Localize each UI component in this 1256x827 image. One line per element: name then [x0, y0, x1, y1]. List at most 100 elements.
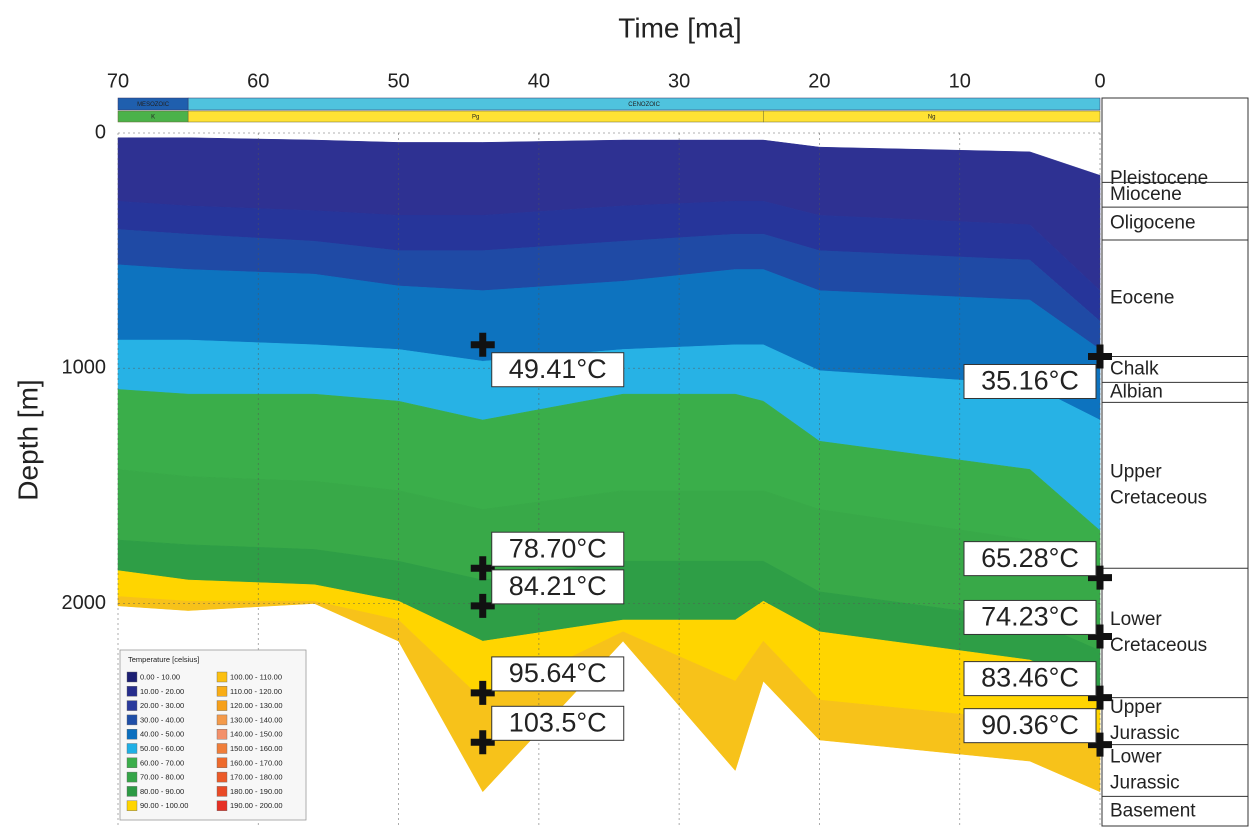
formation-label: Cretaceous: [1110, 635, 1207, 656]
y-tick-label: 2000: [62, 592, 107, 614]
legend-label: 100.00 - 110.00: [230, 672, 282, 681]
legend-title: Temperature [celsius]: [128, 655, 199, 664]
formation-label: Miocene: [1110, 184, 1182, 205]
annotation-label: 95.64°C: [509, 658, 607, 688]
cross: [1088, 344, 1112, 369]
legend-box: [119, 649, 307, 821]
legend-label: 180.00 - 190.00: [230, 787, 283, 796]
formation-label: Pleistocene: [1110, 168, 1208, 189]
legend-label: 110.00 - 120.00: [230, 687, 282, 696]
annotation-box: [963, 363, 1097, 399]
period-bar: [763, 110, 1101, 123]
legend-label: 80.00 - 90.00: [140, 787, 184, 796]
legend-swatch: [126, 671, 138, 683]
legend-swatch: [216, 729, 228, 740]
annotation-box: [491, 352, 625, 388]
cross: [470, 593, 495, 618]
x-tick-label: 20: [808, 70, 830, 92]
formation-label: Upper: [1110, 461, 1162, 482]
era-bar: [187, 97, 1101, 111]
period-label: K: [151, 115, 155, 121]
legend-swatch: [126, 743, 138, 754]
legend-swatch: [216, 714, 228, 726]
legend-swatch: [126, 686, 138, 697]
legend-label: 30.00 - 40.00: [140, 715, 184, 724]
cross: [1088, 565, 1112, 590]
x-axis-title: Time [ma]: [618, 12, 741, 43]
legend-label: 70.00 - 80.00: [140, 773, 184, 782]
x-tick-label: 60: [247, 70, 269, 92]
formation-label: Jurassic: [1110, 773, 1180, 794]
legend-swatch: [216, 786, 228, 797]
legend-label: 150.00 - 160.00: [230, 744, 283, 753]
formation-label: Albian: [1110, 381, 1163, 402]
cross: [470, 680, 495, 705]
legend-swatch: [126, 800, 138, 811]
cross: [470, 332, 495, 357]
legend-label: 0.00 - 10.00: [140, 672, 180, 681]
formation-label: Eocene: [1110, 287, 1174, 308]
legend-swatch: [216, 800, 228, 811]
legend-swatch: [216, 757, 228, 768]
temperature-marker: 49.41°C: [470, 332, 625, 388]
legend-label: 160.00 - 170.00: [230, 758, 283, 767]
cross: [1088, 732, 1112, 757]
formation-label: Basement: [1110, 801, 1196, 822]
annotation-box: [491, 656, 625, 692]
annotation-box: [491, 569, 625, 605]
era-label: MESOZOIC: [137, 102, 170, 108]
annotation-box: [491, 531, 625, 567]
annotation-label: 90.36°C: [981, 710, 1079, 740]
legend-label: 190.00 - 200.00: [230, 801, 283, 810]
legend-swatch: [126, 700, 138, 711]
cross: [1088, 624, 1112, 649]
legend-label: 40.00 - 50.00: [140, 730, 184, 739]
annotation-label: 103.5°C: [509, 707, 607, 737]
cross: [1088, 685, 1112, 710]
formation-label: Jurassic: [1110, 723, 1180, 744]
temperature-marker: 90.36°C: [963, 708, 1112, 757]
legend-label: 140.00 - 150.00: [230, 730, 283, 739]
legend-swatch: [126, 714, 138, 726]
legend-label: 130.00 - 140.00: [230, 715, 283, 724]
temperature-marker: 78.70°C: [470, 531, 625, 581]
temperature-marker: 65.28°C: [963, 541, 1112, 590]
period-label: Ng: [928, 115, 936, 121]
annotation-label: 74.23°C: [981, 602, 1079, 632]
annotation-box: [963, 541, 1097, 577]
annotation-box: [963, 599, 1097, 635]
temperature-band: [117, 596, 1101, 793]
formation-label: Cretaceous: [1110, 487, 1207, 508]
annotation-label: 83.46°C: [981, 663, 1079, 693]
era-label: CENOZOIC: [628, 102, 660, 108]
formation-column: [1101, 97, 1249, 827]
x-tick-label: 10: [949, 70, 971, 92]
temperature-marker: 95.64°C: [470, 656, 625, 705]
formation-label: Lower: [1110, 609, 1162, 630]
y-tick-label: 1000: [62, 357, 107, 379]
legend-swatch: [126, 757, 138, 768]
legend-swatch: [126, 729, 138, 740]
x-tick-label: 0: [1094, 70, 1105, 92]
legend-swatch: [216, 671, 228, 683]
temperature-marker: 74.23°C: [963, 599, 1112, 649]
legend-label: 60.00 - 70.00: [140, 758, 184, 767]
temperature-marker: 35.16°C: [963, 344, 1112, 399]
legend-label: 50.00 - 60.00: [140, 744, 184, 753]
annotation-label: 65.28°C: [981, 543, 1079, 573]
legend-label: 20.00 - 30.00: [140, 701, 184, 710]
temperature-marker: 103.5°C: [470, 705, 625, 755]
formation-label: Upper: [1110, 697, 1162, 718]
legend-label: 90.00 - 100.00: [140, 801, 188, 810]
x-tick-label: 40: [528, 70, 550, 92]
annotation-box: [963, 708, 1097, 744]
formation-label: Lower: [1110, 747, 1162, 768]
y-tick-label: 0: [95, 121, 106, 143]
legend-label: 10.00 - 20.00: [140, 687, 184, 696]
legend-swatch: [126, 771, 138, 783]
legend-swatch: [216, 700, 228, 711]
legend-swatch: [216, 771, 228, 783]
legend-swatch: [216, 686, 228, 697]
temperature-marker: 83.46°C: [963, 661, 1112, 710]
